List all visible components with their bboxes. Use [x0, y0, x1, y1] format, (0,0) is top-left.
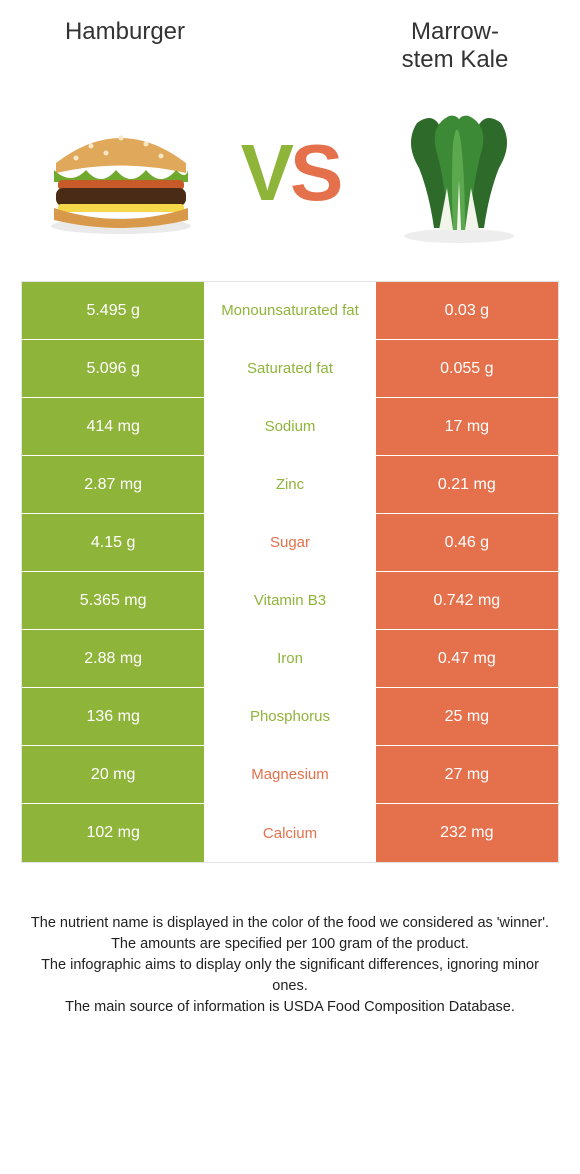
table-row: 5.495 gMonounsaturated fat0.03 g — [22, 282, 558, 340]
vs-s: S — [290, 133, 339, 213]
cell-label: Iron — [204, 630, 375, 687]
table-row: 136 mgPhosphorus25 mg — [22, 688, 558, 746]
cell-right: 0.742 mg — [376, 572, 558, 629]
header: Hamburger Marrow- stem Kale — [0, 0, 580, 81]
cell-right: 27 mg — [376, 746, 558, 803]
table-row: 102 mgCalcium232 mg — [22, 804, 558, 862]
footnote-line: The amounts are specified per 100 gram o… — [30, 934, 550, 955]
cell-label: Vitamin B3 — [204, 572, 375, 629]
cell-right: 0.055 g — [376, 340, 558, 397]
cell-right: 0.21 mg — [376, 456, 558, 513]
cell-label: Sugar — [204, 514, 375, 571]
title-right: Marrow- stem Kale — [350, 10, 560, 81]
table-row: 5.096 gSaturated fat0.055 g — [22, 340, 558, 398]
footnotes: The nutrient name is displayed in the co… — [30, 913, 550, 1018]
table-row: 5.365 mgVitamin B30.742 mg — [22, 572, 558, 630]
title-left: Hamburger — [20, 10, 230, 81]
cell-right: 25 mg — [376, 688, 558, 745]
cell-label: Zinc — [204, 456, 375, 513]
title-right-line1: Marrow- — [411, 18, 499, 45]
table-row: 414 mgSodium17 mg — [22, 398, 558, 456]
title-right-line2: stem Kale — [402, 46, 509, 73]
footnote-line: The nutrient name is displayed in the co… — [30, 913, 550, 934]
cell-left: 5.495 g — [22, 282, 204, 339]
cell-left: 5.365 mg — [22, 572, 204, 629]
table-row: 20 mgMagnesium27 mg — [22, 746, 558, 804]
cell-right: 0.03 g — [376, 282, 558, 339]
footnote-line: The infographic aims to display only the… — [30, 955, 550, 997]
cell-left: 2.87 mg — [22, 456, 204, 513]
cell-left: 102 mg — [22, 804, 204, 862]
table-row: 4.15 gSugar0.46 g — [22, 514, 558, 572]
cell-right: 0.46 g — [376, 514, 558, 571]
cell-left: 4.15 g — [22, 514, 204, 571]
cell-right: 232 mg — [376, 804, 558, 862]
cell-left: 414 mg — [22, 398, 204, 455]
kale-image — [347, 93, 570, 253]
cell-right: 17 mg — [376, 398, 558, 455]
cell-left: 136 mg — [22, 688, 204, 745]
cell-left: 5.096 g — [22, 340, 204, 397]
cell-label: Sodium — [204, 398, 375, 455]
cell-label: Magnesium — [204, 746, 375, 803]
vs-label: VS — [241, 133, 340, 213]
cell-label: Saturated fat — [204, 340, 375, 397]
footnote-line: The main source of information is USDA F… — [30, 997, 550, 1018]
cell-left: 20 mg — [22, 746, 204, 803]
table-row: 2.88 mgIron0.47 mg — [22, 630, 558, 688]
cell-label: Monounsaturated fat — [204, 282, 375, 339]
cell-right: 0.47 mg — [376, 630, 558, 687]
vs-v: V — [241, 133, 290, 213]
table-row: 2.87 mgZinc0.21 mg — [22, 456, 558, 514]
cell-label: Phosphorus — [204, 688, 375, 745]
images-row: VS — [0, 81, 580, 281]
hamburger-image — [10, 93, 233, 253]
cell-left: 2.88 mg — [22, 630, 204, 687]
cell-label: Calcium — [204, 804, 375, 862]
comparison-table: 5.495 gMonounsaturated fat0.03 g5.096 gS… — [21, 281, 559, 863]
